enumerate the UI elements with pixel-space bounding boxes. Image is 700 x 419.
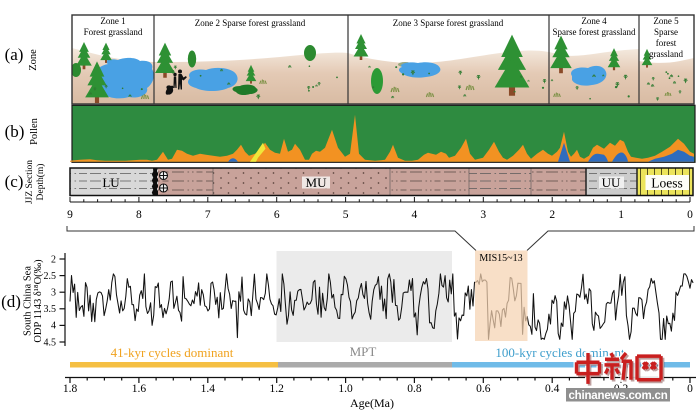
- svg-text:Age(Ma): Age(Ma): [350, 396, 394, 410]
- svg-text:Zone 4: Zone 4: [581, 16, 607, 26]
- svg-text:1.2: 1.2: [270, 383, 285, 395]
- svg-text:MIS15~13: MIS15~13: [479, 253, 522, 264]
- svg-text:Sparse forest grassland: Sparse forest grassland: [553, 27, 636, 37]
- svg-text:4.5: 4.5: [44, 337, 57, 348]
- svg-text:41-kyr cycles dominant: 41-kyr cycles dominant: [111, 345, 234, 360]
- svg-text:(b): (b): [5, 122, 25, 141]
- svg-text:2: 2: [51, 254, 56, 265]
- svg-text:3.5: 3.5: [44, 304, 57, 315]
- svg-text:UU: UU: [602, 175, 621, 190]
- svg-text:Zone 3 Sparse forest grasslan: Zone 3 Sparse forest grassland: [393, 18, 504, 28]
- svg-text:0.4: 0.4: [545, 383, 560, 395]
- svg-text:2.5: 2.5: [44, 271, 57, 282]
- svg-text:JJZ Section: JJZ Section: [25, 160, 35, 204]
- svg-text:MU: MU: [306, 175, 328, 190]
- svg-text:8: 8: [136, 209, 142, 221]
- svg-text:0.6: 0.6: [476, 383, 491, 395]
- svg-text:(a): (a): [5, 45, 24, 64]
- svg-text:7: 7: [205, 209, 211, 221]
- svg-text:5: 5: [343, 209, 349, 221]
- svg-text:Zone 2 Sparse forest grassland: Zone 2 Sparse forest grassland: [195, 18, 306, 28]
- svg-text:1: 1: [618, 209, 624, 221]
- svg-text:9: 9: [67, 209, 73, 221]
- svg-text:grassland: grassland: [649, 49, 683, 59]
- svg-text:chinanews.com.cn: chinanews.com.cn: [568, 390, 667, 402]
- svg-text:2: 2: [549, 209, 555, 221]
- svg-text:LU: LU: [102, 175, 120, 190]
- svg-text:1.0: 1.0: [338, 383, 353, 395]
- svg-text:0: 0: [687, 209, 693, 221]
- svg-text:6: 6: [274, 209, 280, 221]
- svg-text:Zone 5: Zone 5: [653, 16, 679, 26]
- svg-text:1.8: 1.8: [63, 383, 78, 395]
- svg-text:MPT: MPT: [350, 344, 377, 359]
- svg-text:ODP 1143 δ¹⁸O(‰): ODP 1143 δ¹⁸O(‰): [33, 259, 44, 343]
- svg-text:1.4: 1.4: [201, 383, 216, 395]
- svg-text:0.8: 0.8: [407, 383, 422, 395]
- svg-text:forest: forest: [656, 38, 677, 48]
- svg-text:4: 4: [412, 209, 418, 221]
- svg-text:Loess: Loess: [651, 176, 683, 191]
- svg-text:(d): (d): [1, 292, 21, 311]
- svg-text:South China Sea: South China Sea: [23, 266, 34, 336]
- svg-text:3: 3: [480, 209, 486, 221]
- svg-text:Depth(m): Depth(m): [35, 164, 46, 201]
- svg-text:0: 0: [687, 383, 693, 395]
- svg-text:Sparse: Sparse: [654, 27, 678, 37]
- svg-text:Zone: Zone: [28, 49, 39, 71]
- svg-text:Forest grassland: Forest grassland: [84, 27, 143, 37]
- svg-text:4: 4: [51, 321, 56, 332]
- svg-text:Zone 1: Zone 1: [100, 16, 125, 26]
- svg-text:3: 3: [51, 288, 56, 299]
- svg-text:1.6: 1.6: [132, 383, 147, 395]
- svg-text:(c): (c): [5, 172, 24, 191]
- svg-text:100-kyr cycles dominant: 100-kyr cycles dominant: [495, 345, 625, 360]
- svg-text:Pollen: Pollen: [29, 117, 40, 145]
